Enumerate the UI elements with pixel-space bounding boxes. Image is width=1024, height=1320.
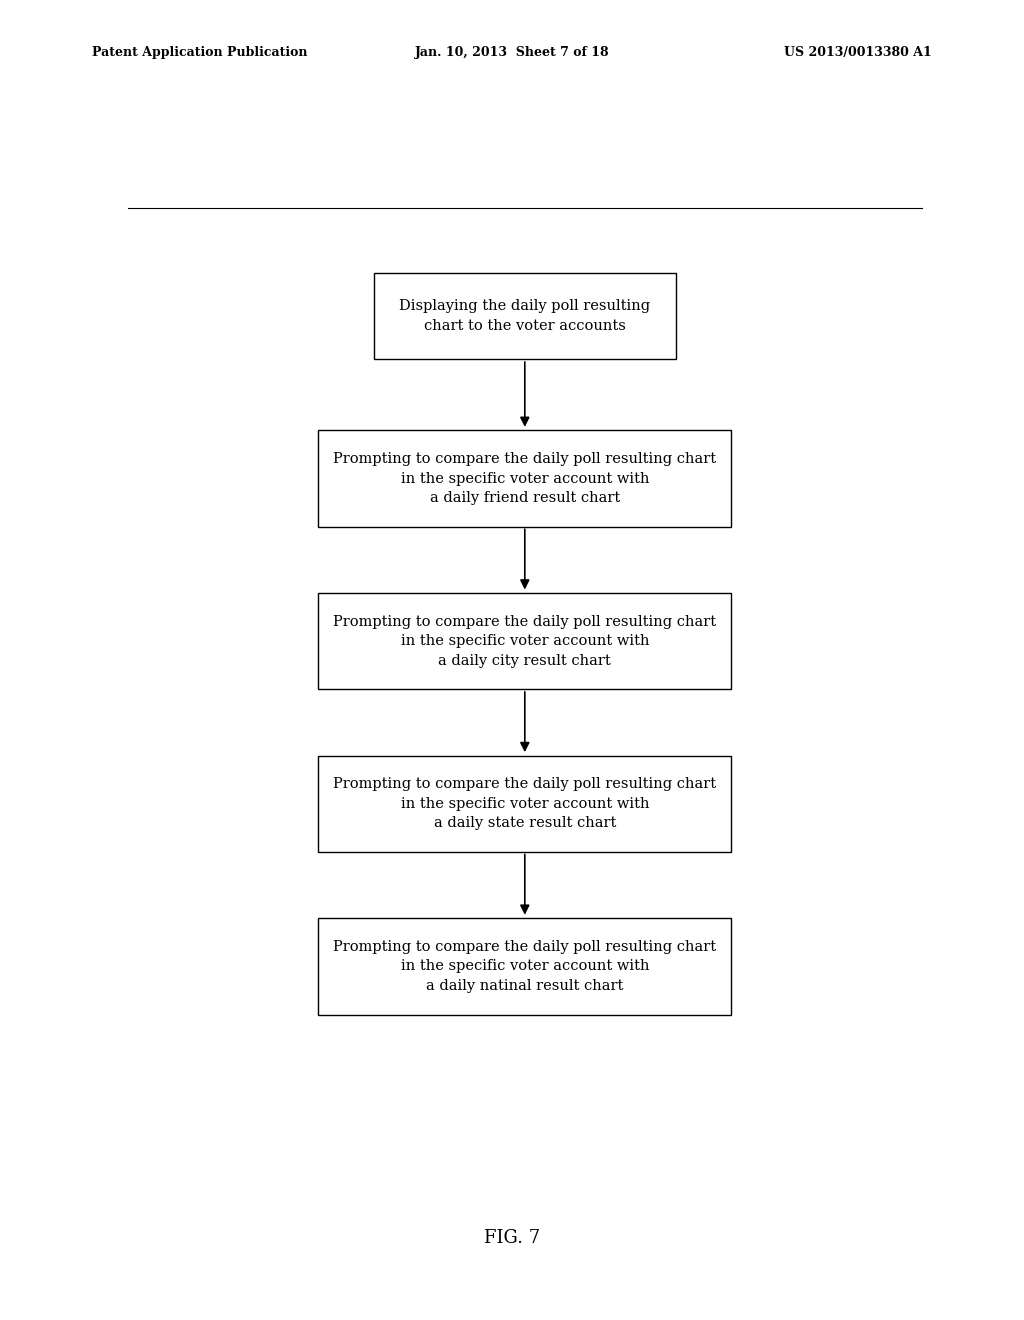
Text: US 2013/0013380 A1: US 2013/0013380 A1 [784,46,932,59]
FancyBboxPatch shape [374,273,676,359]
Text: Prompting to compare the daily poll resulting chart
in the specific voter accoun: Prompting to compare the daily poll resu… [333,451,717,506]
Text: FIG. 7: FIG. 7 [484,1229,540,1247]
Text: Prompting to compare the daily poll resulting chart
in the specific voter accoun: Prompting to compare the daily poll resu… [333,777,717,830]
Text: Prompting to compare the daily poll resulting chart
in the specific voter accoun: Prompting to compare the daily poll resu… [333,940,717,993]
FancyBboxPatch shape [318,430,731,527]
FancyBboxPatch shape [318,755,731,853]
FancyBboxPatch shape [318,593,731,689]
FancyBboxPatch shape [318,919,731,1015]
Text: Patent Application Publication: Patent Application Publication [92,46,307,59]
Text: Jan. 10, 2013  Sheet 7 of 18: Jan. 10, 2013 Sheet 7 of 18 [415,46,609,59]
Text: Prompting to compare the daily poll resulting chart
in the specific voter accoun: Prompting to compare the daily poll resu… [333,615,717,668]
Text: Displaying the daily poll resulting
chart to the voter accounts: Displaying the daily poll resulting char… [399,300,650,333]
